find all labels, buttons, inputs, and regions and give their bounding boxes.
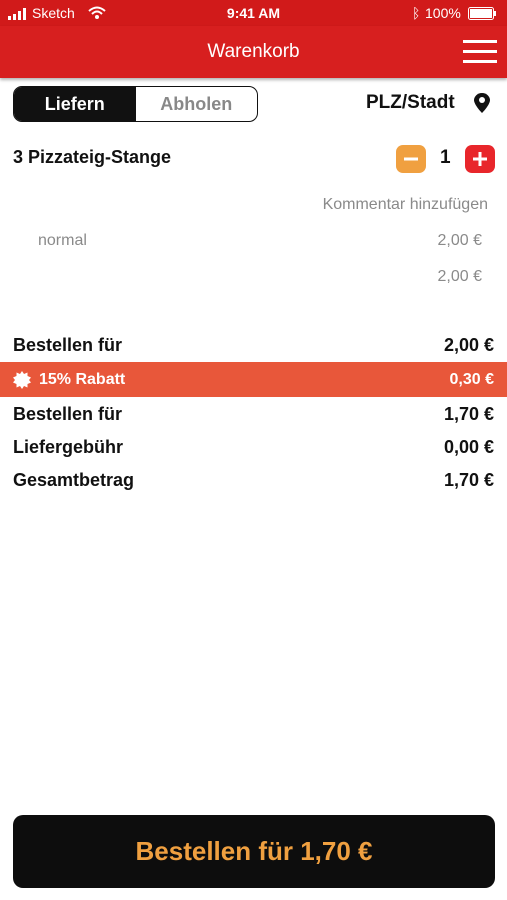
item-name: 3 Pizzateig-Stange	[13, 147, 172, 167]
header: Warenkorb	[0, 26, 507, 78]
location-label[interactable]: PLZ/Stadt	[366, 92, 455, 113]
summary-value: 1,70 €	[443, 469, 494, 490]
delivery-toggle: Liefern Abholen	[13, 86, 258, 122]
bluetooth-icon: ᛒ	[412, 5, 421, 21]
toggle-option[interactable]: Liefern	[14, 87, 136, 121]
header-title: Warenkorb	[207, 41, 300, 62]
increase-button[interactable]	[465, 145, 495, 173]
discount-icon	[13, 371, 31, 389]
battery-icon	[468, 7, 496, 20]
summary-row: Liefergebühr 0,00 €	[13, 432, 494, 462]
variant-price: 2,00 €	[437, 232, 482, 249]
summary-label: Bestellen für	[13, 334, 123, 355]
item-total: 2,00 €	[437, 268, 482, 285]
decrease-button[interactable]	[396, 145, 426, 173]
menu-button[interactable]	[463, 40, 497, 64]
summary-value: 2,00 €	[443, 334, 494, 355]
carrier: Sketch	[32, 5, 75, 21]
discount-value: 0,30 €	[449, 371, 494, 388]
item-variant: normal	[38, 232, 87, 249]
time: 9:41 AM	[226, 5, 281, 21]
discount-label: 15% Rabatt	[39, 371, 126, 388]
location-pin	[474, 93, 490, 113]
summary-row: Bestellen für 1,70 €	[13, 399, 494, 429]
status-bar: Sketch 9:41 AM ᛒ 100%	[0, 0, 507, 26]
summary-value: 0,00 €	[443, 436, 494, 457]
summary-row: Bestellen für 2,00 €	[13, 330, 494, 360]
summary-value: 1,70 €	[443, 403, 494, 424]
summary-row: Gesamtbetrag 1,70 €	[13, 465, 494, 495]
summary-label: Liefergebühr	[13, 436, 124, 457]
toggle-option[interactable]: Abholen	[160, 93, 233, 114]
comment-link[interactable]: Kommentar hinzufügen	[322, 196, 488, 213]
wifi-icon	[88, 6, 106, 19]
signal-icon	[8, 8, 26, 20]
item-quantity: 1	[440, 147, 451, 168]
summary-label: Gesamtbetrag	[13, 469, 135, 490]
battery-level: 100%	[425, 5, 461, 21]
order-button[interactable]: Bestellen für 1,70 €	[13, 815, 495, 888]
summary-label: Bestellen für	[13, 403, 123, 424]
discount-row: 15% Rabatt 0,30 €	[0, 362, 507, 397]
